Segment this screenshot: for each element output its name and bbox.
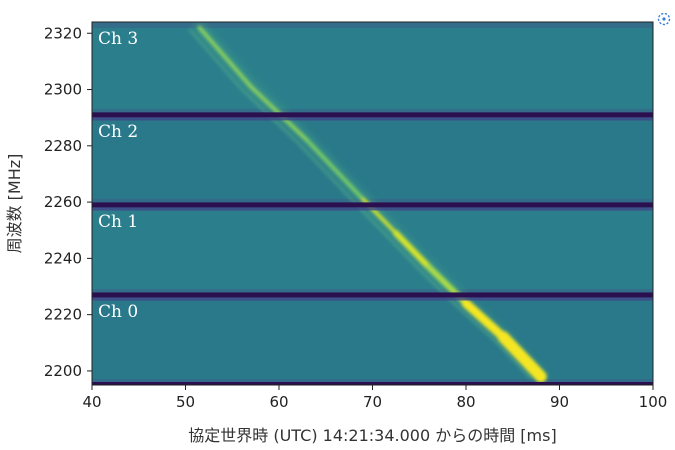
- channel-band: [92, 114, 653, 205]
- band-edge: [92, 108, 653, 115]
- channel-label: Ch 2: [98, 122, 138, 142]
- burst-segment: [197, 25, 253, 89]
- expand-icon[interactable]: [655, 10, 673, 28]
- y-tick-label: 2260: [44, 193, 82, 211]
- channel-label: Ch 1: [98, 212, 138, 232]
- x-tick-label: 50: [176, 393, 195, 411]
- y-tick-label: 2220: [44, 306, 82, 324]
- burst-echo-line: [188, 28, 532, 380]
- channel-label: Ch 0: [98, 302, 138, 322]
- burst-segment: [305, 138, 365, 202]
- plot-area: [92, 22, 653, 385]
- x-tick-label: 100: [639, 393, 668, 411]
- y-tick-label: 2300: [44, 81, 82, 99]
- y-axis: 2200 2220 2240 2260 2280 2300 2320: [44, 24, 92, 380]
- y-tick-label: 2280: [44, 137, 82, 155]
- channel-band: [92, 204, 653, 295]
- x-tick-label: 70: [363, 393, 382, 411]
- channel-gap-edge: [92, 117, 653, 121]
- channel-labels: Ch 0 Ch 1 Ch 2 Ch 3: [98, 29, 138, 322]
- channel-label: Ch 3: [98, 29, 138, 49]
- x-tick-label: 60: [269, 393, 288, 411]
- y-tick-label: 2240: [44, 249, 82, 267]
- x-axis-label: 協定世界時 (UTC) 14:21:34.000 からの時間 [ms]: [188, 426, 556, 445]
- burst-segment: [392, 230, 432, 270]
- burst-segment: [461, 299, 508, 342]
- channel-gaps: [92, 112, 653, 385]
- expand-glyph: [657, 12, 671, 26]
- x-tick-label: 40: [82, 393, 101, 411]
- channel-gap-edge: [92, 297, 653, 301]
- y-tick-label: 2320: [44, 24, 82, 42]
- x-axis: 40 50 60 70 80 90 100: [82, 385, 667, 411]
- channel-gap-edge: [92, 207, 653, 211]
- bottom-edge: [92, 382, 653, 385]
- x-tick-label: 90: [550, 393, 569, 411]
- x-tick-label: 80: [456, 393, 475, 411]
- burst-echo: [188, 28, 532, 380]
- y-axis-label: 周波数 [MHz]: [5, 154, 24, 254]
- y-tick-label: 2200: [44, 362, 82, 380]
- burst-segment: [497, 331, 547, 383]
- channel-gap: [92, 292, 653, 298]
- channel-band: [92, 22, 653, 115]
- channel-band: [92, 294, 653, 385]
- channel-gap: [92, 112, 653, 118]
- band-edge: [92, 288, 653, 295]
- band-edge: [92, 22, 653, 28]
- channel-gap: [92, 202, 653, 208]
